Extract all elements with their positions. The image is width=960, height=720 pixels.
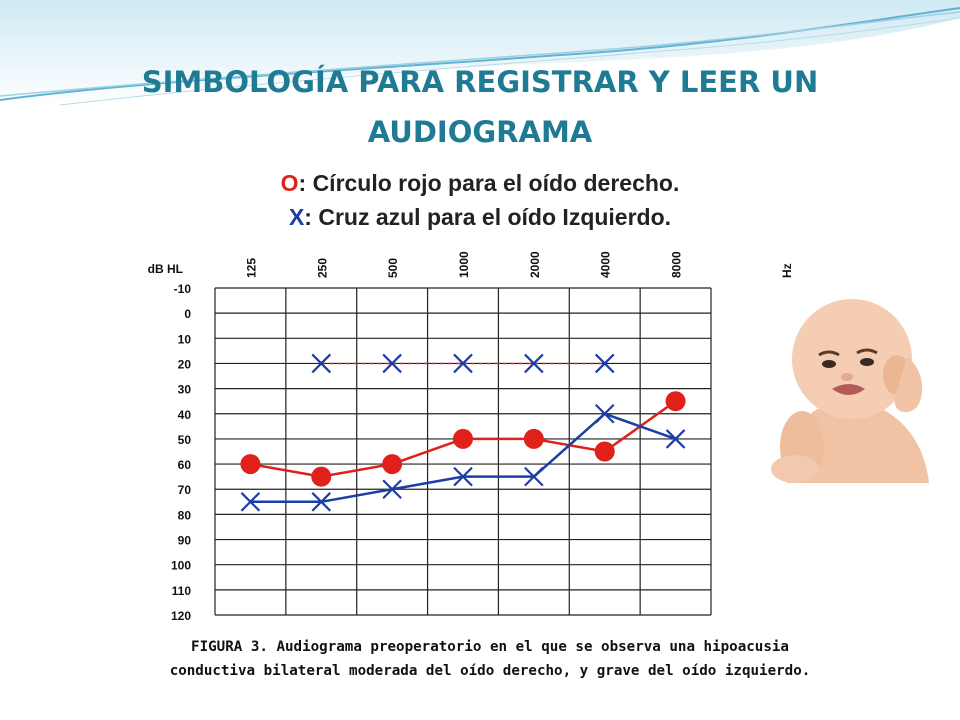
y-tick-label: 0 [184, 307, 191, 321]
x-tick-label: 1000 [457, 251, 471, 278]
legend-o-symbol: O [280, 170, 299, 196]
slide-title-line-2: AUDIOGRAMA [367, 115, 593, 149]
x-tick-label: 4000 [599, 251, 613, 278]
left-ear-point [594, 403, 615, 424]
y-tick-label: 50 [178, 433, 192, 447]
right-ear-point [665, 391, 686, 412]
y-tick-label: 10 [178, 332, 192, 346]
right-ear-point [594, 441, 615, 462]
right-ear-point [453, 428, 473, 449]
right-ear-point [311, 466, 332, 487]
slide-wave-decoration [0, 0, 960, 108]
legend-x-symbol: X [288, 204, 305, 230]
y-tick-label: 60 [178, 458, 192, 472]
y-tick-label: 90 [178, 534, 192, 548]
caption-line-2: conductiva bilateral moderada del oído d… [169, 663, 811, 679]
right-ear-point [382, 454, 403, 475]
left-ear-point [453, 466, 473, 487]
right-ear-point [523, 428, 544, 449]
series-1-segment [321, 488, 393, 504]
caption-line-1: FIGURA 3. Audiograma preoperatorio en el… [191, 639, 789, 655]
y-tick-label: -10 [174, 282, 192, 296]
left-ear-point [311, 353, 332, 374]
left-ear-point [382, 479, 402, 500]
y-tick-label: 40 [178, 408, 192, 422]
left-ear-point [524, 353, 544, 374]
legend-right-ear: O: Círculo rojo para el oído derecho. [100, 170, 860, 197]
y-axis-label: dB HL [148, 262, 183, 276]
y-tick-label: 70 [178, 483, 192, 497]
series-1-segment [391, 475, 464, 491]
legend-left-ear: X: Cruz azul para el oído Izquierdo. [100, 204, 860, 231]
x-tick-label: 500 [386, 258, 400, 278]
legend-o-text: : Círculo rojo para el oído derecho. [298, 170, 680, 196]
x-tick-label: 8000 [670, 251, 684, 278]
y-tick-label: 30 [178, 383, 192, 397]
crying-baby-photo [757, 297, 937, 483]
left-ear-point [453, 353, 473, 374]
y-tick-label: 20 [178, 357, 192, 371]
legend-x-text: : Cruz azul para el oído Izquierdo. [304, 204, 672, 230]
y-tick-label: 80 [178, 508, 192, 522]
figure-caption: FIGURA 3. Audiograma preoperatorio en el… [110, 635, 870, 683]
audiogram-chart: -10 0 10 20 30 40 50 60 70 80 90 100 110 120 125 250 500… [78, 240, 888, 690]
left-ear-point [594, 353, 615, 374]
x-tick-label: 250 [315, 258, 329, 278]
left-ear-point [240, 492, 261, 512]
left-ear-point [665, 429, 686, 449]
x-tick-label: 125 [244, 258, 258, 278]
x-axis-label: Hz [780, 263, 794, 278]
x-tick-label: 2000 [528, 251, 542, 278]
right-ear-point [240, 454, 261, 475]
series-1-segment [533, 412, 606, 478]
y-tick-label: 100 [171, 559, 191, 573]
left-ear-point [524, 466, 544, 487]
y-tick-label: 110 [172, 584, 192, 598]
series-0-segment [391, 437, 464, 466]
series-0-segment [321, 462, 393, 478]
y-tick-label: 120 [171, 609, 191, 623]
left-ear-point [311, 492, 332, 512]
series-0-segment [250, 462, 322, 478]
left-ear-point [382, 353, 402, 374]
series-1-segment [604, 412, 676, 441]
slide-title-line-1: SIMBOLOGÍA PARA REGISTRAR Y LEER UN [141, 65, 819, 99]
